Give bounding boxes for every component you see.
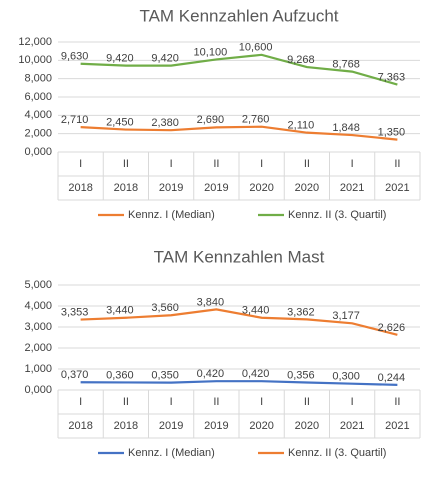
data-label: 2,710 (61, 114, 89, 126)
y-tick-label: 5,000 (24, 279, 52, 291)
data-label: 10,600 (239, 42, 273, 54)
series-line (80, 308, 398, 336)
y-tick-label: 0,000 (24, 384, 52, 396)
x-tick-label: II (304, 396, 310, 408)
data-label: 9,268 (287, 54, 315, 66)
legend-label: Kennz. I (Median) (128, 447, 215, 459)
data-label: 2,690 (197, 114, 225, 126)
data-label: 3,560 (151, 302, 179, 314)
y-tick-label: 3,000 (24, 321, 52, 333)
x-tick-label: II (394, 158, 400, 170)
data-label: 3,840 (197, 296, 225, 308)
data-label: 3,177 (332, 310, 360, 322)
data-label: 9,420 (106, 53, 134, 65)
y-tick-label: 12,000 (18, 36, 52, 48)
data-label: 2,760 (242, 114, 270, 126)
y-tick-label: 2,000 (24, 342, 52, 354)
y-tick-label: 2,000 (24, 128, 52, 140)
y-tick-label: 4,000 (24, 109, 52, 121)
series-line (80, 380, 398, 386)
x-group-label: 2021 (340, 420, 364, 432)
data-label: 2,110 (288, 120, 315, 132)
y-tick-label: 8,000 (24, 73, 52, 85)
x-tick-label: II (123, 396, 129, 408)
x-tick-label: I (260, 396, 263, 408)
data-label: 7,363 (378, 71, 406, 83)
y-tick-label: 4,000 (24, 300, 52, 312)
x-tick-label: I (351, 158, 354, 170)
chart-title: TAM Kennzahlen Aufzucht (139, 6, 338, 25)
series-line (80, 53, 398, 86)
x-group-label: 2020 (249, 420, 273, 432)
x-group-label: 2019 (204, 420, 228, 432)
data-label: 3,440 (106, 305, 134, 317)
x-group-label: 2020 (295, 420, 319, 432)
data-label: 0,370 (61, 369, 89, 381)
x-group-label: 2019 (159, 182, 183, 194)
x-tick-label: I (170, 396, 173, 408)
data-label: 2,450 (106, 116, 134, 128)
x-tick-label: II (213, 158, 219, 170)
legend-label: Kennz. I (Median) (128, 209, 215, 221)
legend-label: Kennz. II (3. Quartil) (288, 447, 386, 459)
series-line (80, 125, 398, 141)
data-label: 3,362 (287, 306, 315, 318)
data-label: 0,356 (287, 369, 315, 381)
x-group-label: 2020 (295, 182, 319, 194)
x-group-label: 2020 (249, 182, 273, 194)
data-label: 0,300 (332, 371, 360, 383)
data-label: 8,768 (332, 59, 360, 71)
x-tick-label: I (260, 158, 263, 170)
data-label: 2,380 (151, 117, 179, 129)
data-label: 0,420 (197, 368, 225, 380)
y-tick-label: 1,000 (24, 363, 52, 375)
x-group-label: 2021 (385, 182, 409, 194)
data-label: 2,626 (378, 322, 406, 334)
data-label: 0,360 (106, 369, 134, 381)
x-group-label: 2019 (204, 182, 228, 194)
data-label: 9,630 (61, 51, 89, 63)
legend-label: Kennz. II (3. Quartil) (288, 209, 386, 221)
x-tick-label: II (304, 158, 310, 170)
data-label: 0,350 (151, 370, 179, 382)
x-tick-label: I (351, 396, 354, 408)
data-label: 9,420 (151, 53, 179, 65)
chart-title: TAM Kennzahlen Mast (154, 247, 325, 266)
x-tick-label: II (394, 396, 400, 408)
x-group-label: 2018 (68, 420, 92, 432)
data-label: 3,353 (61, 306, 89, 318)
data-label: 0,420 (242, 368, 270, 380)
x-group-label: 2018 (68, 182, 92, 194)
y-tick-label: 10,000 (18, 54, 52, 66)
x-tick-label: I (79, 396, 82, 408)
x-tick-label: I (170, 158, 173, 170)
data-label: 0,244 (378, 372, 406, 384)
data-label: 10,100 (194, 46, 228, 58)
y-tick-label: 6,000 (24, 91, 52, 103)
data-label: 1,848 (332, 122, 360, 134)
data-label: 1,350 (378, 127, 406, 139)
x-tick-label: II (213, 396, 219, 408)
x-tick-label: I (79, 158, 82, 170)
x-group-label: 2021 (385, 420, 409, 432)
x-group-label: 2018 (114, 182, 138, 194)
x-group-label: 2018 (114, 420, 138, 432)
x-group-label: 2019 (159, 420, 183, 432)
x-group-label: 2021 (340, 182, 364, 194)
data-label: 3,440 (242, 305, 270, 317)
y-tick-label: 0,000 (24, 146, 52, 158)
x-tick-label: II (123, 158, 129, 170)
